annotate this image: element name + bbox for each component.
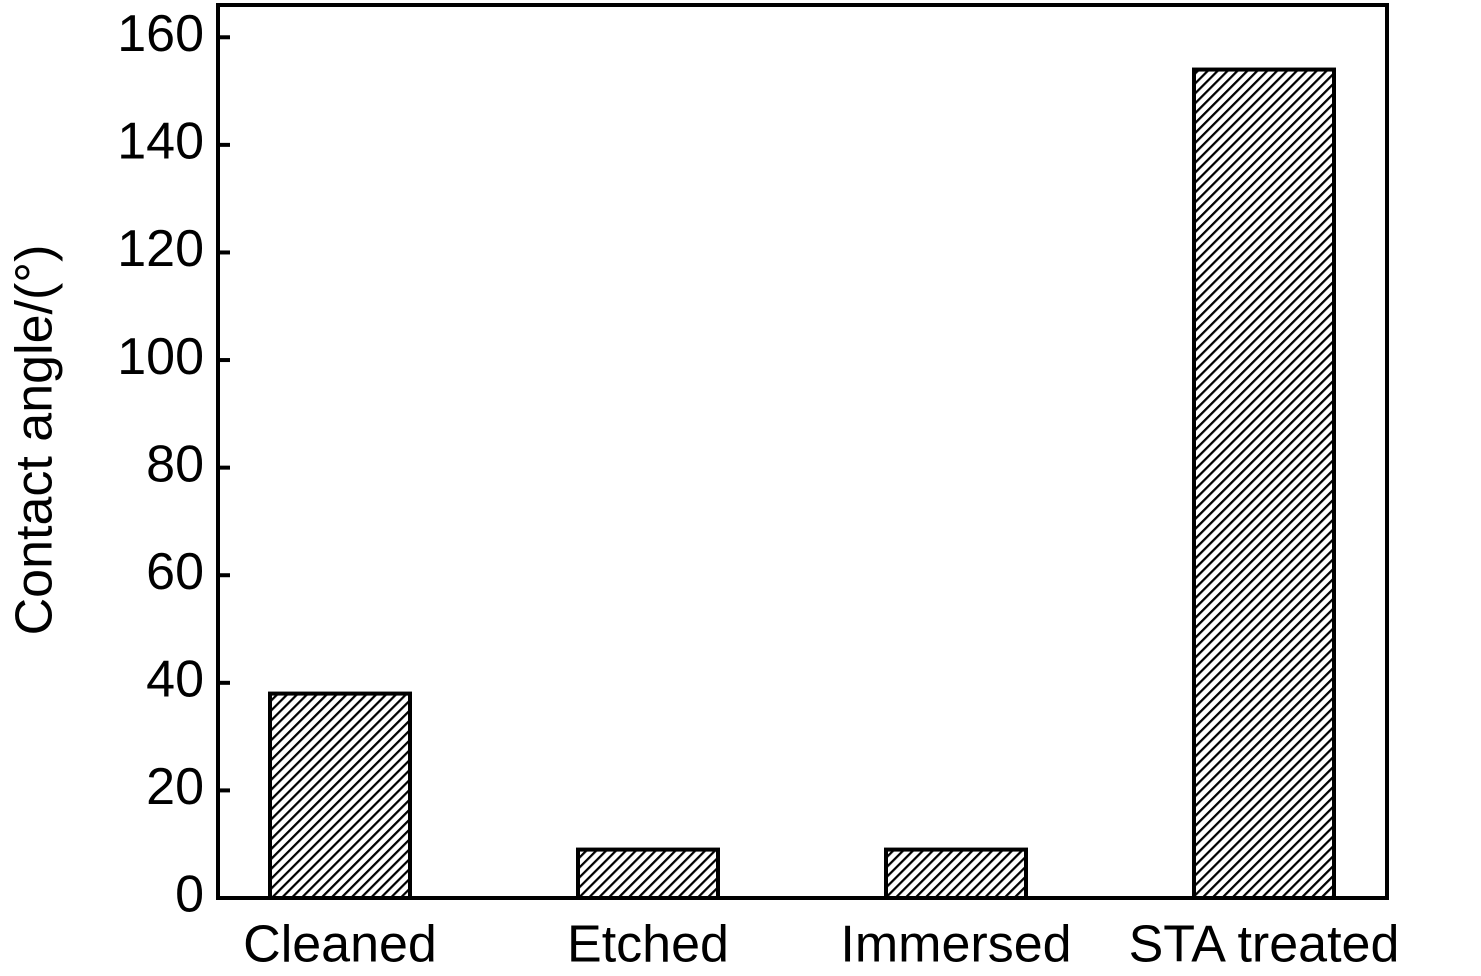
y-tick-label: 160 xyxy=(117,5,204,63)
y-tick-label: 40 xyxy=(146,651,204,709)
x-tick-label: STA treated xyxy=(1129,916,1400,974)
y-tick-label: 140 xyxy=(117,113,204,171)
y-tick-label: 100 xyxy=(117,328,204,386)
plot-frame xyxy=(216,3,1389,900)
bar xyxy=(268,691,412,900)
x-tick-label: Cleaned xyxy=(243,916,437,974)
y-tick-label: 80 xyxy=(146,435,204,493)
y-tick-label: 60 xyxy=(146,543,204,601)
bar xyxy=(576,847,720,901)
bar xyxy=(1192,67,1336,901)
y-tick-label: 0 xyxy=(175,866,204,924)
x-tick-label: Etched xyxy=(567,916,729,974)
x-tick-label: Immersed xyxy=(840,916,1071,974)
y-axis-label: Contact angle/(°) xyxy=(6,245,64,636)
bar xyxy=(884,847,1028,901)
y-tick-label: 120 xyxy=(117,220,204,278)
y-tick-label: 20 xyxy=(146,758,204,816)
